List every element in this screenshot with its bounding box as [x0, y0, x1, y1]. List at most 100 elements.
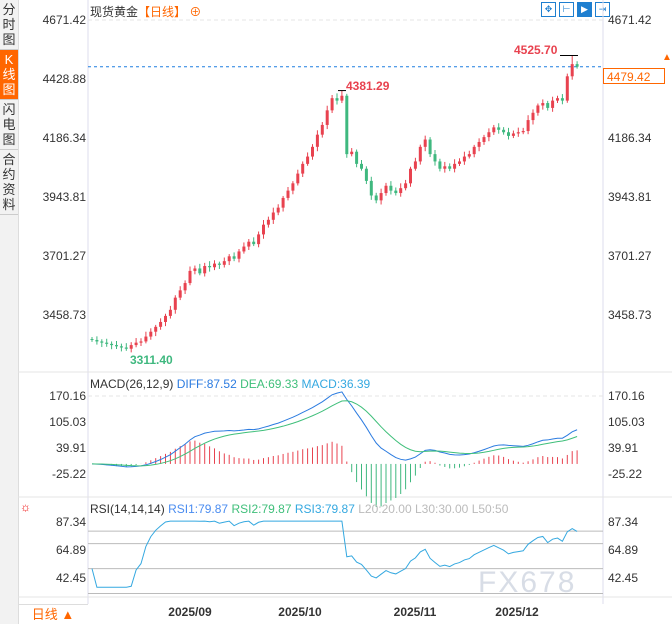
- candle-body: [340, 95, 344, 101]
- x-tick: 2025/12: [495, 605, 539, 619]
- price-tick: 3701.27: [608, 248, 652, 263]
- candle-body: [281, 197, 285, 208]
- rsi1: RSI1:79.87: [168, 502, 229, 516]
- candle-body: [149, 331, 153, 337]
- candle-body: [423, 139, 427, 147]
- candle-body: [271, 212, 275, 220]
- candle-body: [379, 193, 383, 201]
- candle-body: [413, 161, 417, 169]
- candle-body: [448, 166, 452, 169]
- chart-title: 现货黄金【日线】 ⊕: [90, 3, 201, 20]
- price-tick: 3458.73: [42, 307, 86, 322]
- candle-body: [311, 146, 314, 157]
- candle-body: [296, 173, 300, 184]
- candle-body: [409, 168, 412, 184]
- candle-body: [541, 103, 545, 106]
- instrument-name: 现货黄金: [90, 5, 139, 19]
- rsi-line: [91, 520, 578, 588]
- candle-body: [335, 98, 339, 101]
- tab-kline[interactable]: K线图: [0, 50, 18, 100]
- candle-body: [560, 98, 564, 101]
- candle-body: [110, 343, 114, 346]
- candle-body: [394, 190, 398, 194]
- settings-sun-icon[interactable]: ☼: [20, 500, 31, 514]
- rsi-tick: 87.34: [608, 515, 639, 529]
- price-up-icon: ▲: [662, 52, 672, 63]
- candle-body: [232, 256, 236, 259]
- price-tick: 4186.34: [608, 130, 652, 145]
- rsi-l30: L30:30.00: [414, 502, 469, 516]
- candle-body: [364, 168, 368, 181]
- price-tick: 3943.81: [42, 189, 86, 204]
- candle-body: [384, 185, 388, 194]
- candle-body: [247, 241, 251, 247]
- macd-label: MACD(26,12,9): [90, 377, 174, 391]
- tab-flash[interactable]: 闪电图: [0, 100, 18, 150]
- rsi-label: RSI(14,14,14): [90, 502, 165, 516]
- macd-tick: 39.91: [608, 440, 639, 455]
- candle-body: [178, 290, 182, 298]
- rsi-tick: 64.89: [55, 543, 86, 557]
- tab-intraday[interactable]: 分时图: [0, 0, 18, 50]
- candle-body: [252, 241, 256, 245]
- zoom-chart-icon[interactable]: ▶: [577, 2, 592, 17]
- range-icon[interactable]: ⊢: [559, 2, 574, 17]
- candle-body: [399, 188, 403, 194]
- crosshair-icon[interactable]: ✥: [541, 2, 556, 17]
- candle-body: [95, 339, 99, 342]
- price-tick: 4671.42: [42, 13, 86, 27]
- candle-body: [315, 134, 319, 147]
- candle-body: [291, 183, 295, 191]
- candle-body: [536, 105, 540, 113]
- current-price-tag: 4479.42: [603, 68, 665, 84]
- macd-tick: 105.03: [608, 415, 645, 429]
- period-selector[interactable]: 日线 ▲: [18, 604, 88, 625]
- candle-body: [350, 151, 354, 155]
- candle-body: [154, 326, 158, 332]
- candle-body: [374, 195, 378, 201]
- candle-body: [360, 163, 363, 169]
- candle-body: [516, 132, 520, 134]
- candle-body: [320, 124, 324, 135]
- candle-body: [227, 256, 231, 262]
- rsi3: RSI3:79.87: [294, 502, 355, 516]
- plus-circle-icon[interactable]: ⊕: [186, 5, 202, 19]
- watermark: FX678: [478, 566, 577, 599]
- candle-body: [502, 129, 506, 133]
- candle-body: [193, 268, 197, 271]
- candle-body: [389, 185, 393, 191]
- candle-body: [453, 163, 457, 169]
- candle-body: [507, 132, 510, 136]
- candle-body: [369, 180, 373, 196]
- candle-body: [551, 100, 555, 108]
- candle-body: [531, 112, 535, 121]
- price-tick: 4428.88: [42, 71, 86, 86]
- candle-body: [404, 183, 408, 189]
- price-tick: 4671.42: [608, 13, 652, 27]
- tab-contract-info[interactable]: 合约资料: [0, 150, 18, 215]
- candle-body: [144, 336, 148, 342]
- candle-body: [188, 270, 192, 284]
- candle-body: [266, 219, 270, 225]
- candle-body: [301, 163, 305, 174]
- candle-body: [428, 139, 432, 155]
- macd-tick: 170.16: [608, 389, 645, 403]
- macd-tick: -25.22: [608, 467, 643, 481]
- macd-tick: 105.03: [49, 415, 86, 429]
- candle-body: [443, 166, 447, 169]
- candle-body: [90, 339, 94, 341]
- x-tick: 2025/09: [168, 605, 212, 619]
- macd-tick: -25.22: [51, 467, 86, 481]
- candle-body: [173, 297, 177, 310]
- candle-body: [521, 131, 525, 133]
- candle-body: [129, 345, 133, 349]
- candle-body: [208, 266, 212, 268]
- rsi-l20: L20:20.00: [358, 502, 412, 516]
- candle-body: [526, 120, 530, 132]
- candle-body: [570, 64, 574, 77]
- rsi-tick: 64.89: [608, 543, 639, 557]
- candle-body: [100, 341, 104, 343]
- candle-body: [325, 110, 329, 125]
- candle-body: [487, 132, 491, 138]
